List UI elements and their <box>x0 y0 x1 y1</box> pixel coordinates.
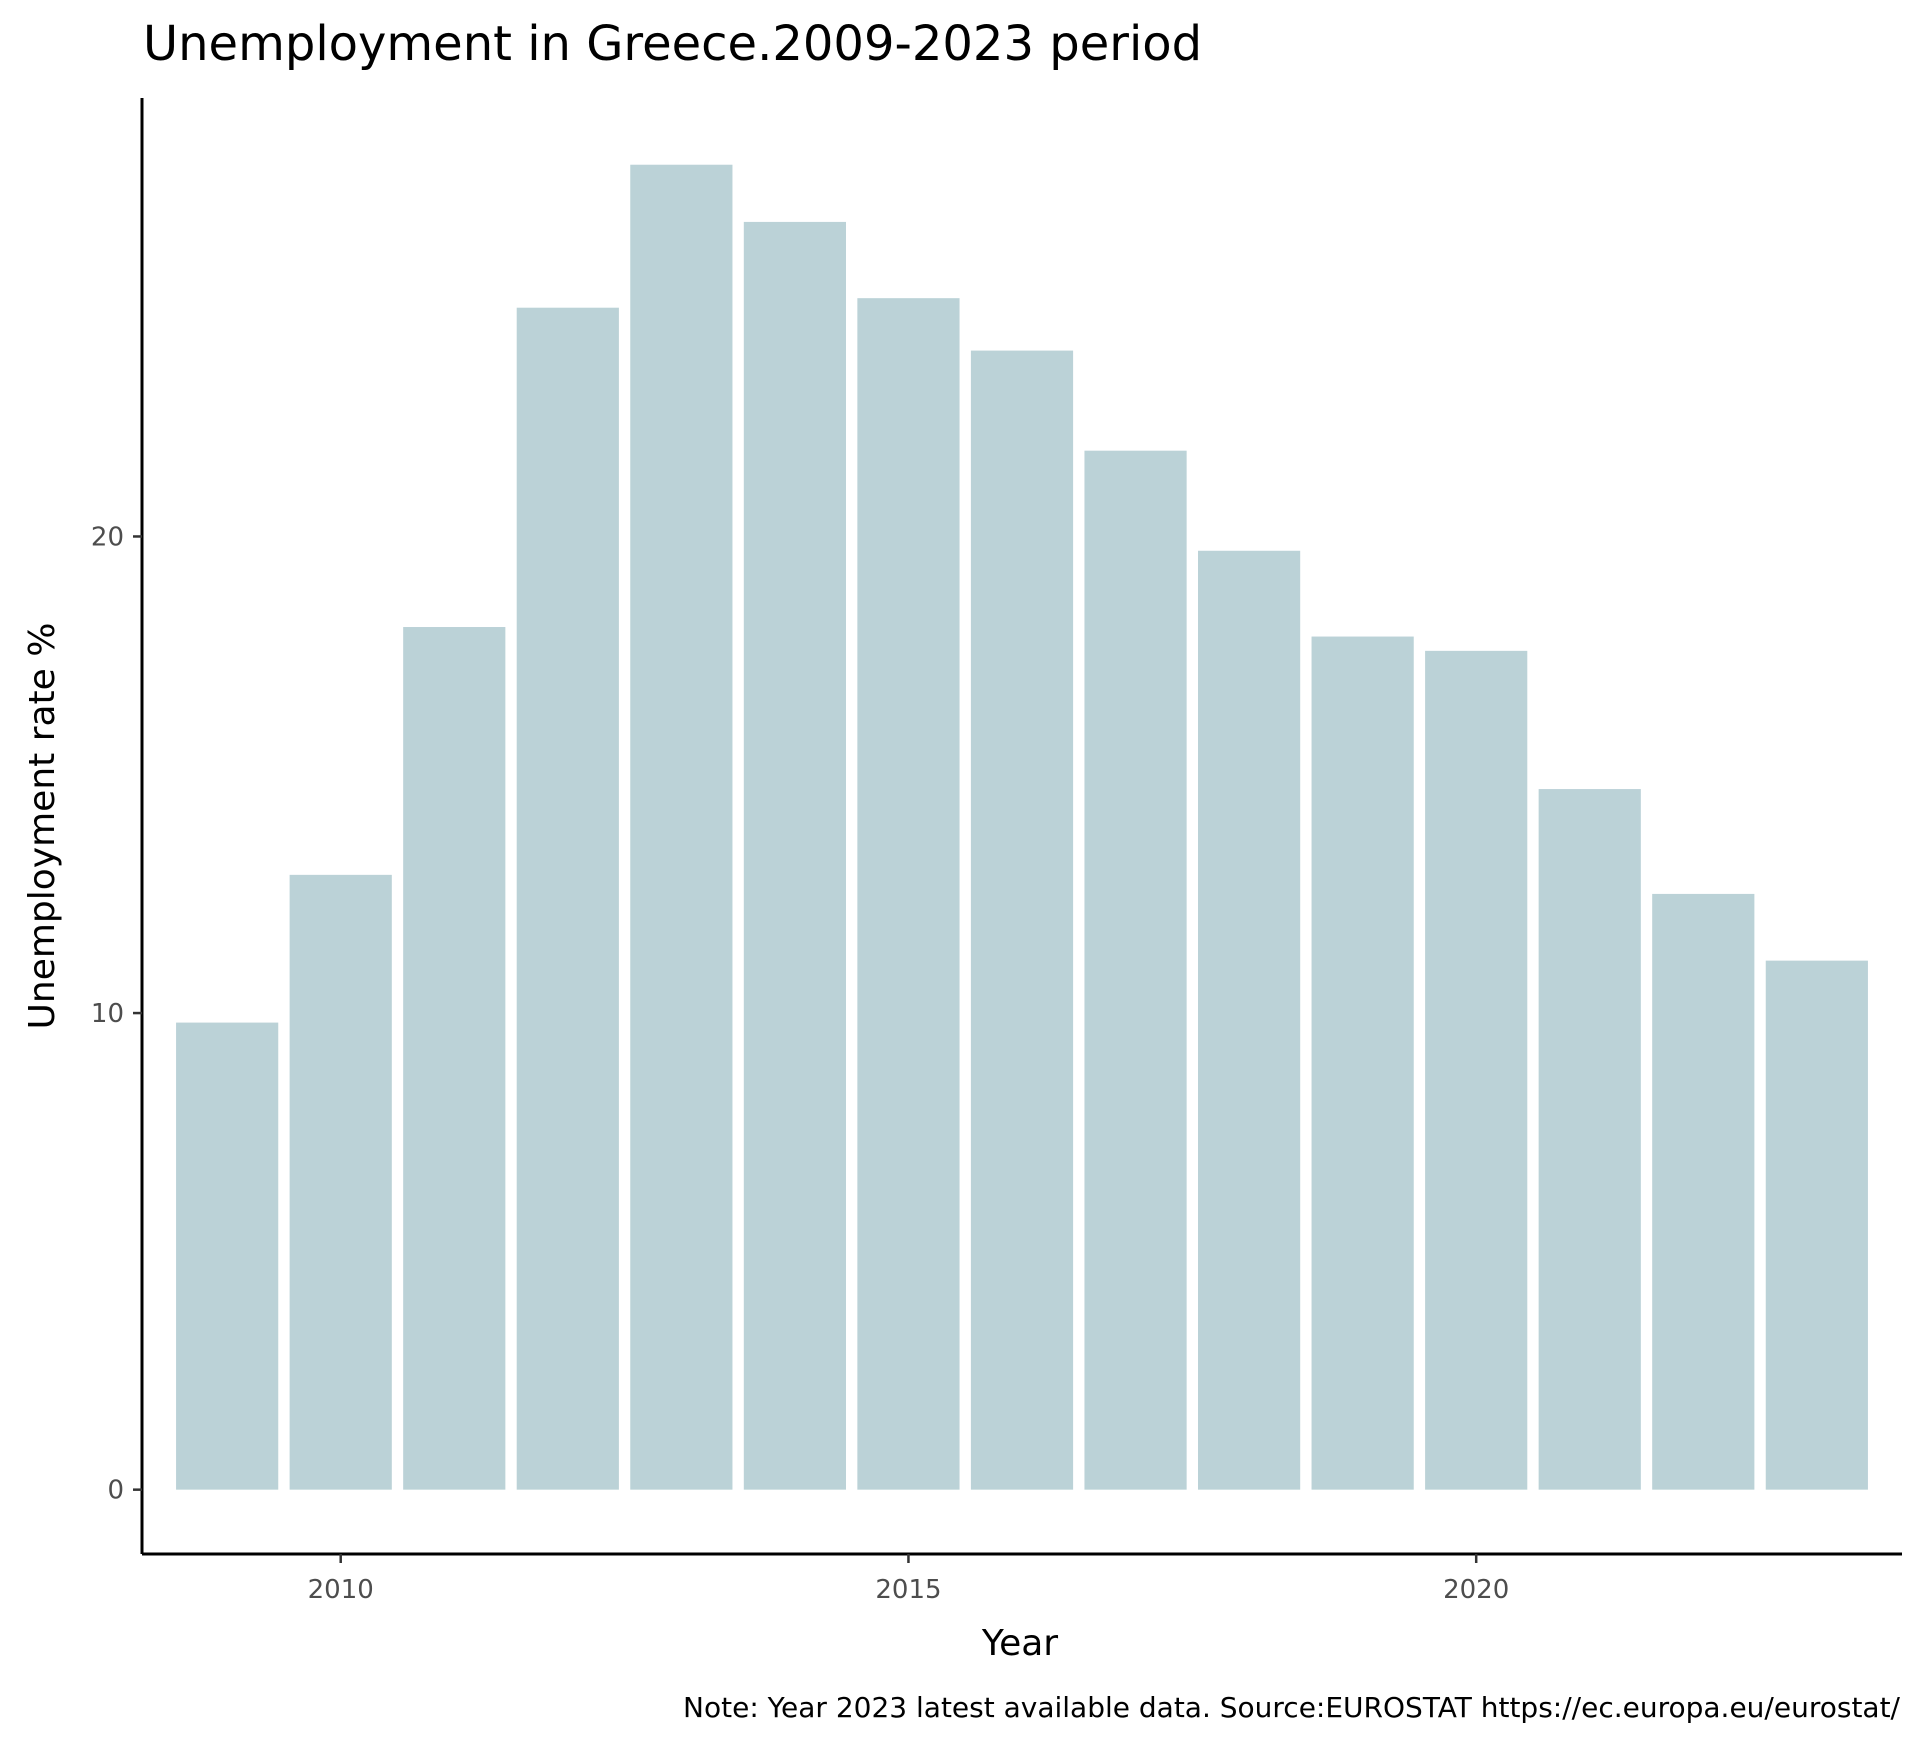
y-tick-label: 0 <box>107 1476 124 1506</box>
y-tick-label: 20 <box>91 522 124 552</box>
bar-2011 <box>403 627 506 1490</box>
bar-2017 <box>1084 450 1187 1490</box>
bar-2015 <box>857 298 960 1490</box>
y-axis-title: Unemployment rate % <box>22 623 63 1030</box>
x-tick-label: 2010 <box>308 1575 374 1605</box>
bar-2023 <box>1765 960 1868 1490</box>
bar-2021 <box>1538 789 1641 1490</box>
bar-2020 <box>1425 650 1528 1490</box>
x-axis-ticks: 2010 2015 2020 <box>308 1554 1509 1605</box>
bar-2010 <box>289 874 392 1490</box>
x-tick-label: 2015 <box>875 1575 941 1605</box>
bar-2018 <box>1198 550 1301 1490</box>
x-axis-title: Year <box>981 1623 1058 1664</box>
bar-2019 <box>1311 636 1414 1490</box>
y-tick-label: 10 <box>91 999 124 1029</box>
x-tick-label: 2020 <box>1443 1575 1509 1605</box>
bars-group <box>176 164 1868 1490</box>
bar-2016 <box>970 350 1074 1490</box>
chart-caption: Note: Year 2023 latest available data. S… <box>683 1691 1901 1724</box>
bar-2014 <box>743 221 846 1490</box>
bar-2009 <box>176 1022 279 1490</box>
bar-2013 <box>630 164 733 1490</box>
y-axis-ticks: 0 10 20 <box>91 522 142 1506</box>
chart-title: Unemployment in Greece.2009-2023 period <box>143 16 1202 72</box>
bar-2012 <box>516 307 619 1490</box>
bar-2022 <box>1652 893 1755 1490</box>
